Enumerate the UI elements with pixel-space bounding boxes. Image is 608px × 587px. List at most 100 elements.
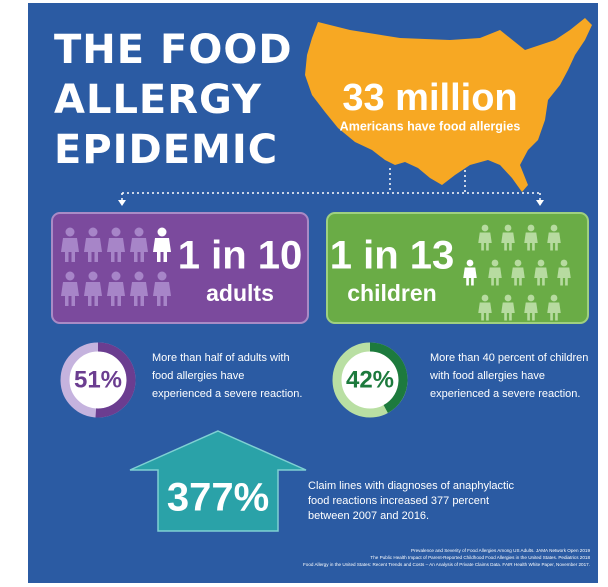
group-name: children [347,280,436,306]
person-leg [560,278,563,286]
donut-text: experienced a severe reaction. [430,388,580,400]
person-icon [153,271,171,306]
person-head [481,294,489,302]
ratio: 1 in 10 [178,234,303,278]
person-leg [555,243,558,251]
person-icon [557,259,571,286]
increase-text: food reactions increased 377 percent [308,495,489,507]
person-icon [84,271,102,306]
donuts: 51% More than half of adults with food all… [60,342,588,418]
person-body [84,282,102,296]
person-leg [157,252,161,262]
person-body [61,238,79,252]
person-leg [111,252,115,262]
donut-arc [60,342,136,418]
person-leg [509,313,512,321]
person-icon [501,294,515,321]
donut-label: 51% [74,366,122,393]
donut-text: More than half of adults with [152,352,290,364]
people-icons [61,224,571,321]
person-leg [527,243,530,251]
person-body [130,238,148,252]
person-head [157,271,167,281]
person-leg [117,252,121,262]
person-leg [504,243,507,251]
person-icon [547,294,561,321]
source: The Public Health Impact of Parent-Repor… [370,555,590,560]
person-leg [532,243,535,251]
person-head [65,227,75,237]
person-leg [527,313,530,321]
person-leg [65,252,69,262]
person-body [153,282,171,296]
person-head [550,294,558,302]
person-icon [488,259,502,286]
person-body [501,232,515,243]
person-leg [504,313,507,321]
donut-text: with food allergies have [429,370,545,382]
connectors [121,168,541,200]
person-body [463,267,477,278]
person-head [466,259,474,267]
person-leg [466,278,469,286]
person-leg [542,278,545,286]
person-leg [65,296,69,306]
person-leg [134,252,138,262]
person-head [491,259,499,267]
person-leg [486,313,489,321]
person-leg [491,278,494,286]
person-leg [496,278,499,286]
person-leg [555,313,558,321]
group-name: adults [206,280,274,306]
person-head [481,224,489,232]
person-head [88,227,98,237]
person-icon [84,227,102,262]
donut-text: More than 40 percent of children [430,352,588,364]
person-leg [71,296,75,306]
person-head [111,227,121,237]
person-leg [157,296,161,306]
headline-caption: Americans have food allergies [340,119,521,133]
person-body [107,238,125,252]
person-leg [481,243,484,251]
person-body [488,267,502,278]
person-body [547,232,561,243]
person-head [527,294,535,302]
title-line: ALLERGY [54,77,262,123]
person-leg [509,243,512,251]
title-line: EPIDEMIC [54,127,278,173]
person-leg [163,252,167,262]
person-head [65,271,75,281]
person-body [107,282,125,296]
person-leg [163,296,167,306]
person-body [478,232,492,243]
ratio: 1 in 13 [330,234,455,278]
person-body [84,238,102,252]
person-icon [107,271,125,306]
person-head [537,259,545,267]
person-body [524,302,538,313]
person-icon [547,224,561,251]
person-icon [153,227,171,262]
person-icon [61,227,79,262]
us-map [305,18,592,192]
person-leg [550,313,553,321]
person-leg [471,278,474,286]
title-line: THE FOOD [54,27,293,73]
person-leg [519,278,522,286]
headline-number: 33 million [342,77,517,119]
person-icon [511,259,525,286]
children-box [326,212,589,324]
person-body [524,232,538,243]
person-leg [134,296,138,306]
person-body [478,302,492,313]
person-head [527,224,535,232]
person-icon [524,224,538,251]
person-icon [130,227,148,262]
person-icon [478,294,492,321]
person-leg [514,278,517,286]
person-leg [550,243,553,251]
person-head [111,271,121,281]
